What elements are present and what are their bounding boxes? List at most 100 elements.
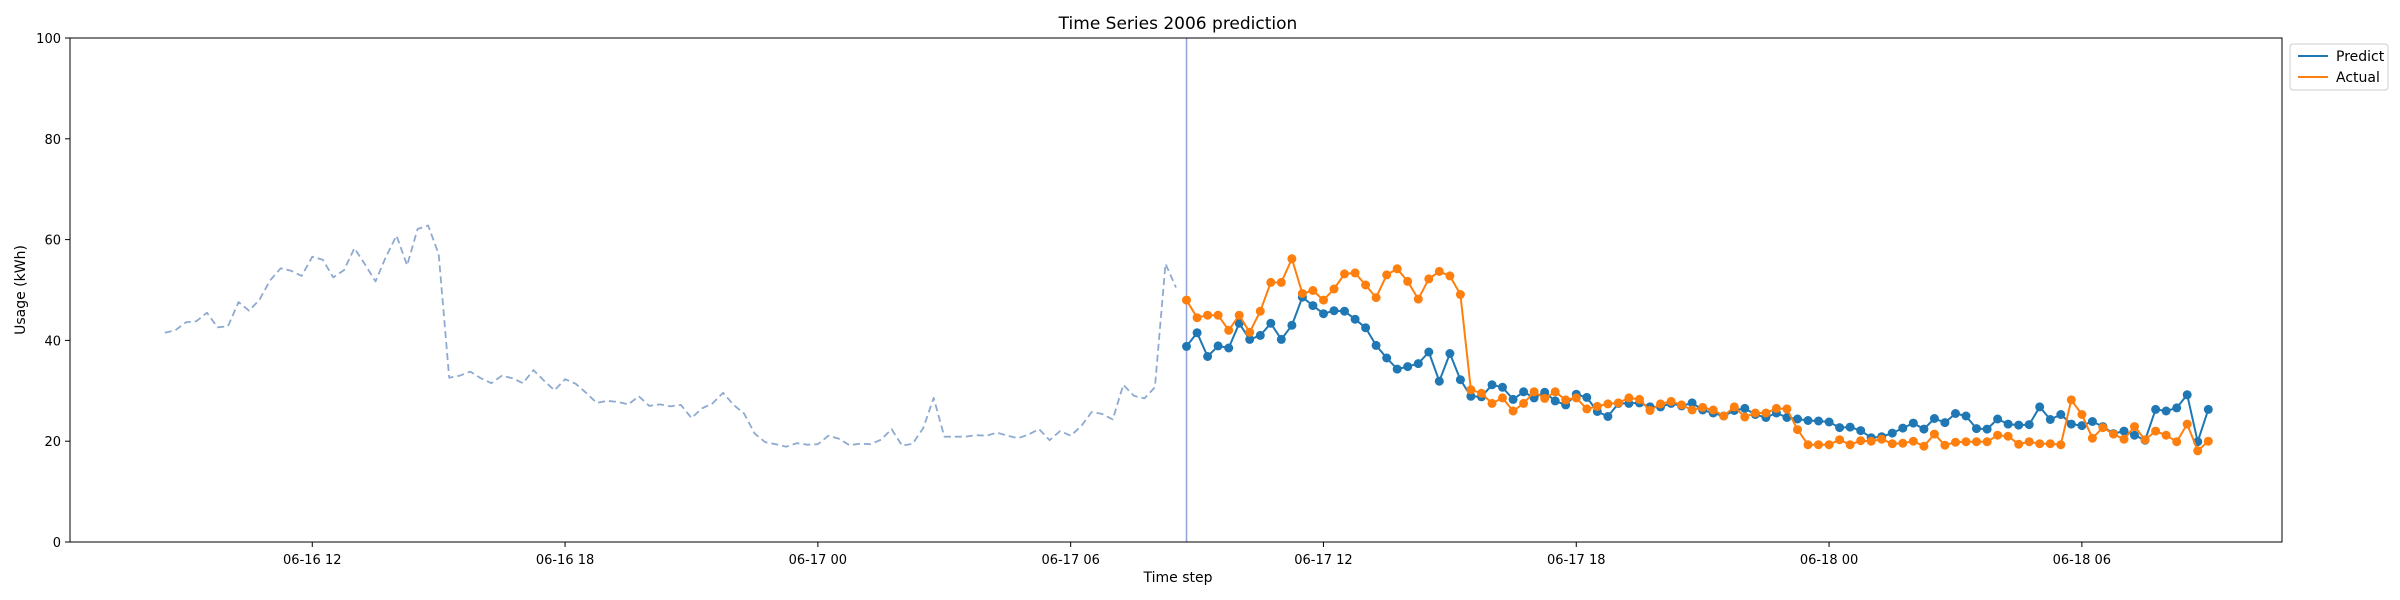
actual-point [1403,276,1413,286]
actual-point [1729,402,1739,412]
predict-point [2151,404,2161,414]
predict-point [1972,424,1981,434]
x-tick-label: 06-17 12 [1294,553,1352,568]
actual-point [1929,429,1939,439]
actual-point [1245,327,1255,337]
predict-point [2087,417,2097,426]
actual-point [2066,395,2076,405]
predict-point [2077,421,2087,431]
x-tick-label: 06-16 18 [536,553,594,568]
actual-point [1224,325,1234,335]
predict-point [2172,403,2182,413]
predict-point [2119,426,2129,436]
predict-point [1887,428,1897,438]
predict-point [1245,334,1255,344]
actual-point [1940,440,1950,450]
actual-point [1761,408,1771,418]
actual-point [1824,440,1834,450]
actual-point [1540,393,1550,403]
y-axis-label: Usage (kWh) [13,245,29,335]
legend-actual-label: Actual [2336,70,2380,86]
actual-point [2014,439,2024,449]
actual-point [1434,266,1444,276]
predict-point [1340,306,1349,316]
predict-point [1929,414,1939,423]
actual-point [1350,268,1360,278]
actual-point [1213,310,1223,320]
predict-point [1213,341,1223,351]
predict-point [1192,328,1202,338]
y-tick-label: 80 [44,133,61,148]
actual-point [1413,294,1423,304]
predict-point [1319,309,1328,319]
actual-point [1297,289,1307,298]
actual-point [1603,399,1613,409]
predict-point [1382,353,1392,363]
plot-frame [69,37,2283,543]
predict-point [1329,306,1339,316]
actual-point [2109,429,2118,439]
actual-point [1635,394,1644,404]
actual-point [1908,436,1918,446]
actual-point [1371,293,1381,303]
actual-point [1951,437,1960,447]
actual-point [2056,440,2066,450]
actual-point [1508,406,1518,416]
actual-point [1455,290,1465,299]
predict-point [2014,420,2024,430]
actual-point [1719,411,1729,421]
actual-point [1582,404,1592,414]
actual-point [1466,385,1476,395]
predict-point [1519,387,1529,397]
predict-point [1508,394,1518,404]
actual-point [2182,419,2192,429]
y-tick-label: 20 [44,435,61,450]
actual-point [1624,393,1634,403]
actual-point [1656,399,1665,409]
predict-point [2203,404,2213,414]
y-axis: 0 20 40 60 80 100 [36,32,70,551]
predict-point [2045,415,2055,424]
actual-point [1498,393,1507,403]
actual-point [1856,436,1866,446]
actual-point [1592,401,1602,411]
x-tick-label: 06-16 12 [283,553,341,568]
actual-point [1887,439,1897,449]
actual-point [1982,437,1992,447]
predict-point [1466,391,1476,401]
predict-point [1550,396,1560,406]
x-tick-label: 06-18 00 [1800,553,1858,568]
actual-point [1287,254,1297,264]
y-tick-label: 60 [44,234,61,249]
predict-point [2035,402,2045,412]
actual-point [1698,402,1708,412]
actual-point [2087,433,2097,443]
actual-point [1919,441,1929,451]
actual-point [2172,437,2182,447]
chart-title: Time Series 2006 prediction [1058,14,1298,34]
predict-point [1845,422,1855,432]
x-axis-label: Time step [1143,570,1213,586]
actual-point [1961,437,1971,447]
actual-point [1424,274,1434,284]
predict-point [1582,392,1592,402]
actual-point [1487,398,1497,408]
actual-point [1771,403,1781,413]
predict-point [1824,417,1834,427]
predict-point [1835,423,1845,433]
predict-point [1403,362,1413,372]
history-line [164,224,1177,448]
x-tick-label: 06-18 06 [2053,553,2111,568]
predict-point [1687,398,1697,408]
predict-point [1740,403,1750,413]
actual-point [1571,393,1581,403]
predict-point [1434,376,1444,386]
actual-point [1276,277,1286,287]
actual-point [1445,271,1455,281]
actual-point [2140,435,2150,445]
predict-point [1908,418,1918,428]
actual-point [1814,440,1823,450]
actual-point [1866,436,1876,446]
predict-point [1255,330,1265,340]
predict-point [1182,341,1191,351]
